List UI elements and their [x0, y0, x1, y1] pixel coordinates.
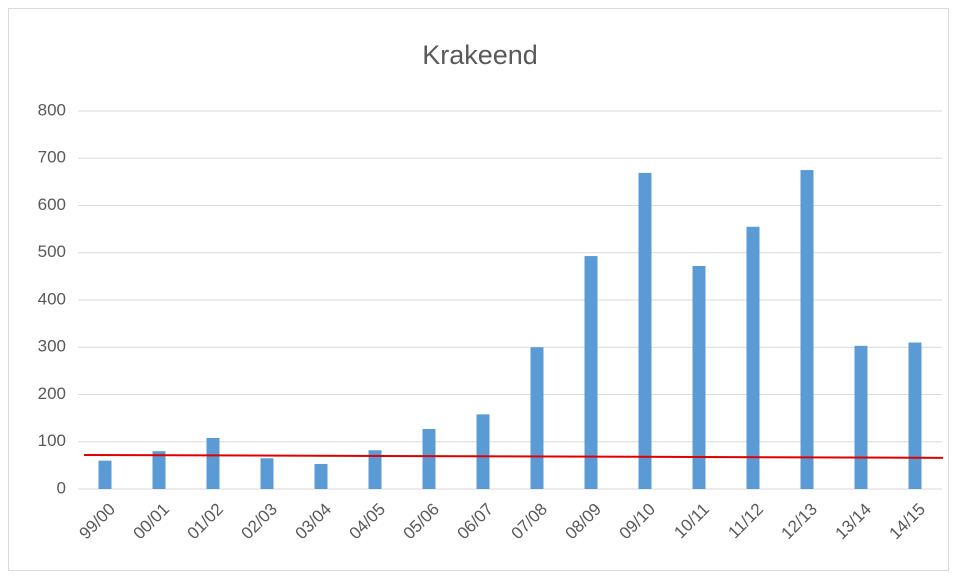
bar	[152, 451, 166, 489]
y-tick-label: 600	[38, 195, 66, 214]
bar	[692, 265, 706, 489]
bar	[584, 256, 598, 489]
chart-title: Krakeend	[422, 40, 538, 70]
y-tick-label: 300	[38, 337, 66, 356]
bar	[206, 437, 220, 489]
bar	[98, 460, 112, 489]
y-tick-label: 700	[38, 148, 66, 167]
bar	[476, 414, 490, 489]
y-tick-label: 500	[38, 242, 66, 261]
bar	[854, 345, 868, 489]
bar	[314, 463, 328, 489]
bar	[746, 226, 760, 489]
y-tick-label: 0	[57, 478, 66, 497]
bar	[260, 458, 274, 489]
bar	[368, 450, 382, 489]
bar	[422, 428, 436, 489]
bar	[530, 347, 544, 489]
bar	[638, 172, 652, 489]
bar	[908, 342, 922, 489]
bar	[800, 170, 814, 489]
trend-line	[83, 453, 944, 459]
y-tick-label: 400	[38, 289, 66, 308]
y-tick-label: 100	[38, 431, 66, 450]
y-tick-label: 800	[38, 100, 66, 119]
y-tick-label: 200	[38, 384, 66, 403]
